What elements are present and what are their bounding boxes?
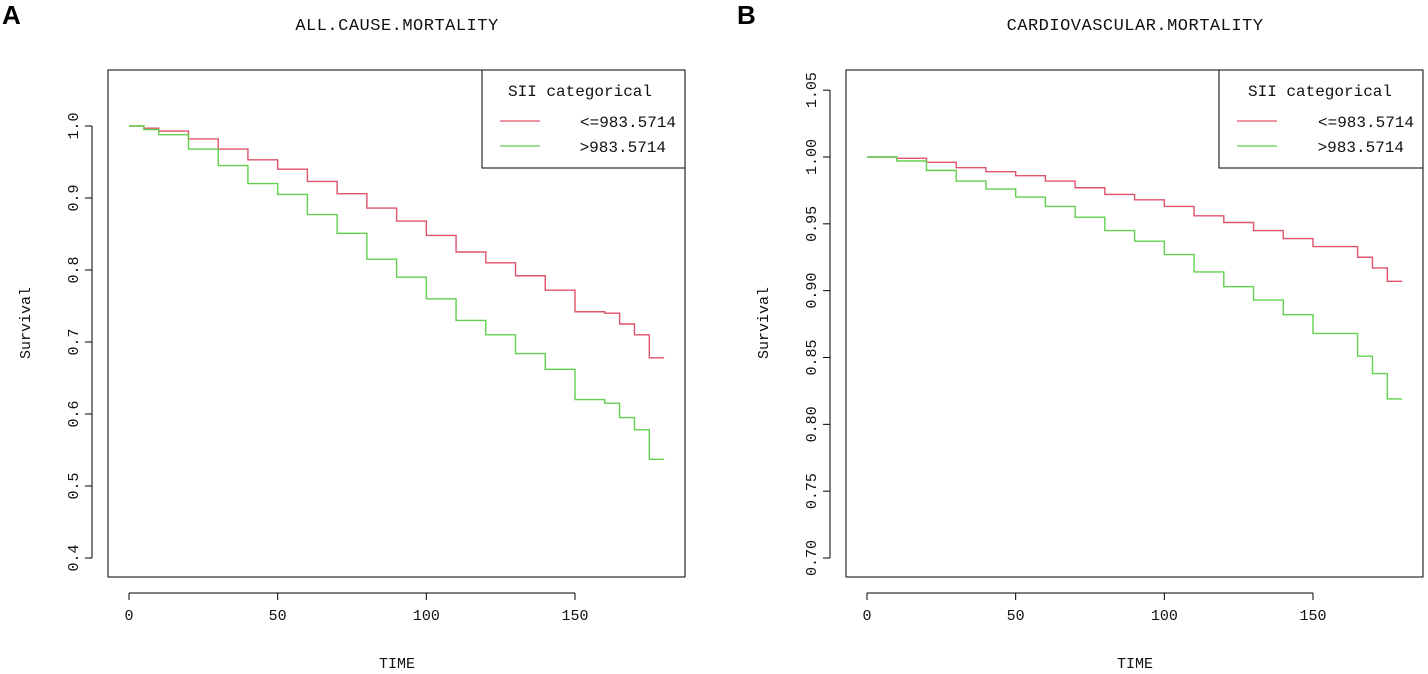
panel-a-legend-title: SII categorical (508, 83, 652, 101)
panel-b-y-axis: 0.70 0.75 0.80 0.85 0.90 0.95 1.00 1.05 (804, 72, 831, 576)
panel-a-x-tick-label: 150 (561, 608, 588, 625)
panel-b: B CARDIOVASCULAR.MORTALITY TIME Survival… (737, 0, 1424, 673)
panel-b-legend-label-low: <=983.5714 (1318, 114, 1414, 132)
panel-b-series-lines (867, 156, 1403, 400)
panel-b-legend-label-high: >983.5714 (1318, 139, 1404, 157)
panel-b-x-tick-label: 0 (862, 608, 871, 625)
panel-a-y-tick-label: 0.8 (66, 256, 83, 283)
panel-a-y-axis-label: Survival (18, 287, 35, 359)
panel-a: A ALL.CAUSE.MORTALITY TIME Survival 0 50 1… (2, 0, 686, 673)
panel-b-y-tick-label: 1.05 (804, 72, 821, 108)
panel-b-y-tick-label: 0.80 (804, 406, 821, 442)
panel-b-x-tick-label: 150 (1299, 608, 1326, 625)
panel-a-y-tick-label: 0.5 (66, 472, 83, 499)
panel-b-series-line-high (867, 156, 1403, 400)
panel-a-legend-label-high: >983.5714 (580, 139, 666, 157)
panel-a-legend-label-low: <=983.5714 (580, 114, 676, 132)
panel-a-y-tick-label: 0.6 (66, 400, 83, 427)
panel-b-y-tick-label: 1.00 (804, 139, 821, 175)
panel-a-x-tick-label: 0 (124, 608, 133, 625)
panel-b-y-tick-label: 0.95 (804, 206, 821, 242)
panel-a-y-axis: 0.4 0.5 0.6 0.7 0.8 0.9 1.0 (66, 112, 93, 572)
panel-a-x-tick-label: 100 (413, 608, 440, 625)
panel-b-series-line-low (867, 156, 1403, 283)
panel-a-series-line-low (129, 125, 665, 359)
panel-b-y-tick-label: 0.90 (804, 273, 821, 309)
panel-letter-b: B (737, 0, 756, 30)
panel-b-legend-title: SII categorical (1248, 83, 1392, 101)
panel-a-y-tick-label: 1.0 (66, 112, 83, 139)
panel-a-x-tick-label: 50 (269, 608, 287, 625)
panel-b-title: CARDIOVASCULAR.MORTALITY (1007, 17, 1264, 36)
panel-a-x-axis: 0 50 100 150 (124, 592, 589, 625)
panel-a-plot-frame (107, 69, 686, 578)
panel-b-x-axis: 0 50 100 150 (862, 592, 1327, 625)
panel-b-legend-box (1218, 69, 1424, 169)
panel-b-y-tick-label: 0.75 (804, 473, 821, 509)
panel-b-plot-frame (845, 69, 1424, 578)
panel-b-x-tick-label: 50 (1007, 608, 1025, 625)
panel-b-x-axis-label: TIME (1117, 656, 1153, 673)
panel-b-y-axis-label: Survival (756, 287, 773, 359)
panel-a-title: ALL.CAUSE.MORTALITY (295, 17, 498, 36)
panel-a-y-tick-label: 0.4 (66, 544, 83, 571)
panel-a-y-tick-label: 0.9 (66, 184, 83, 211)
panel-a-legend: SII categorical <=983.5714 >983.5714 (481, 69, 686, 169)
panel-letter-a: A (2, 0, 21, 30)
panel-a-series-lines (129, 125, 665, 461)
panel-a-y-tick-label: 0.7 (66, 328, 83, 355)
panel-b-y-tick-label: 0.85 (804, 339, 821, 375)
panel-b-y-tick-label: 0.70 (804, 540, 821, 576)
panel-a-legend-box (481, 69, 686, 169)
panel-b-x-tick-label: 100 (1151, 608, 1178, 625)
panel-a-x-axis-label: TIME (379, 656, 415, 673)
panel-b-legend: SII categorical <=983.5714 >983.5714 (1218, 69, 1424, 169)
panel-a-series-line-high (129, 125, 665, 461)
